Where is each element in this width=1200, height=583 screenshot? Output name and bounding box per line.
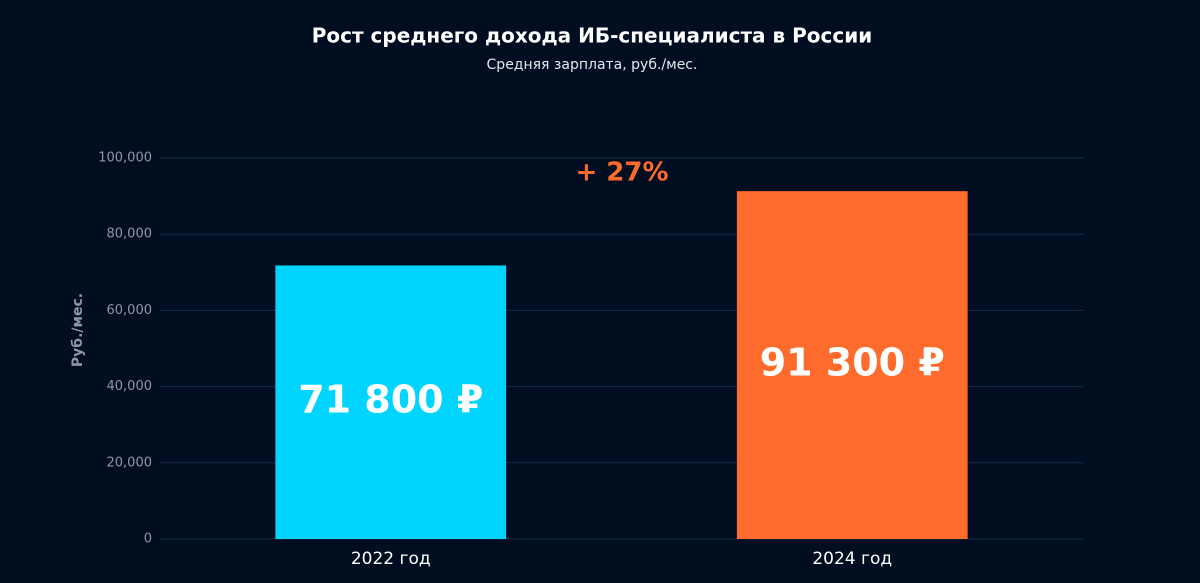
value-label: 91 300 ₽: [760, 341, 945, 385]
bar: [736, 191, 968, 539]
annotation: + 27%: [575, 158, 668, 188]
x-tick-label: 2024 год: [812, 549, 892, 569]
bar: [275, 265, 507, 539]
y-tick-label: 100,000: [98, 151, 152, 166]
y-tick-label: 0: [144, 532, 152, 547]
y-tick-label: 60,000: [107, 303, 153, 318]
chart-subtitle: Средняя зарплата, руб./мес.: [487, 57, 698, 73]
x-tick-label: 2022 год: [351, 549, 431, 569]
value-label: 71 800 ₽: [298, 378, 483, 422]
y-tick-label: 80,000: [107, 227, 153, 242]
y-tick-label: 40,000: [107, 379, 153, 394]
y-tick-label: 20,000: [107, 455, 153, 470]
chart-title: Рост среднего дохода ИБ-специалиста в Ро…: [312, 24, 873, 48]
y-axis-label: Руб./мес.: [70, 293, 86, 367]
